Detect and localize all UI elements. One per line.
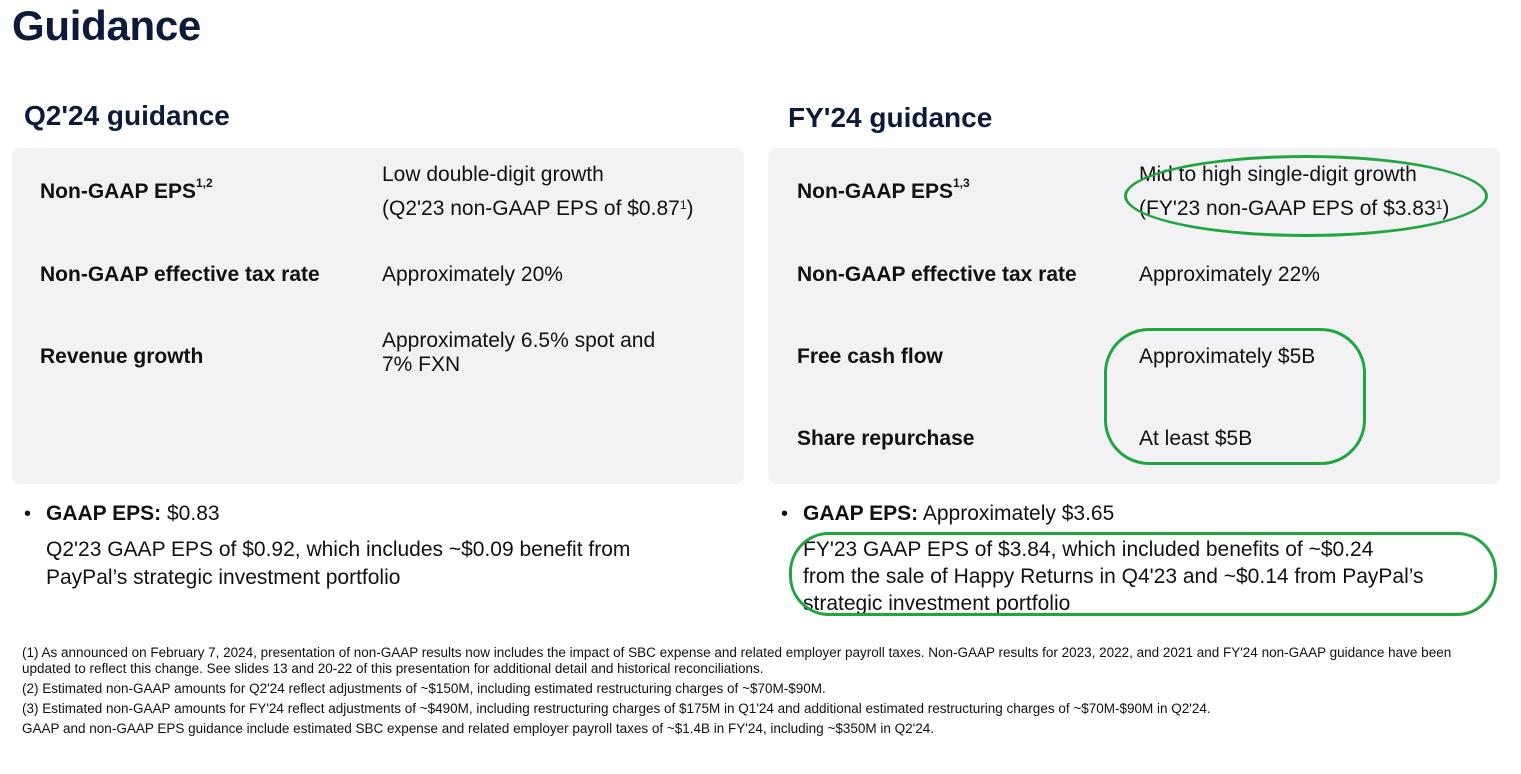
fy-eps-label: Non-GAAP EPS1,3 xyxy=(797,176,970,203)
fy-eps-value-line2: (FY'23 non-GAAP EPS of $3.831) xyxy=(1139,197,1450,220)
footnotes: (1) As announced on February 7, 2024, pr… xyxy=(22,645,1472,741)
page-title: Guidance xyxy=(12,2,201,49)
q2-tax-rate-value: Approximately 20% xyxy=(382,263,563,286)
footnote-1: (1) As announced on February 7, 2024, pr… xyxy=(22,645,1452,676)
q2-revenue-growth-value: Approximately 6.5% spot and 7% FXN xyxy=(382,329,656,376)
footnote-3: (3) Estimated non-GAAP amounts for FY'24… xyxy=(22,701,1211,716)
q2-eps-value-line2: (Q2'23 non-GAAP EPS of $0.871) xyxy=(382,197,694,220)
fy-tax-rate-label: Non-GAAP effective tax rate xyxy=(797,263,1077,286)
q2-gaap-note: Q2'23 GAAP EPS of $0.92, which includes … xyxy=(46,538,631,589)
q2-eps-label-sup: 1,2 xyxy=(195,176,213,190)
fy-gaap-eps: • GAAP EPS: Approximately $3.65 xyxy=(781,500,1114,528)
q2-revenue-growth-label: Revenue growth xyxy=(40,345,204,368)
bullet-icon: • xyxy=(781,503,789,525)
q2-eps-value-line1: Low double-digit growth xyxy=(382,163,604,186)
fy-eps-value: Mid to high single-digit growth (FY'23 n… xyxy=(1139,158,1449,226)
q2-eps-label: Non-GAAP EPS1,2 xyxy=(40,176,213,203)
fy-share-repurchase-label: Share repurchase xyxy=(797,427,975,450)
q2-tax-rate-label: Non-GAAP effective tax rate xyxy=(40,263,320,286)
fy-eps-label-sup: 1,3 xyxy=(952,176,970,190)
q2-guidance-panel: Non-GAAP EPS1,2 Low double-digit growth … xyxy=(12,148,744,484)
footnote-4: GAAP and non-GAAP EPS guidance include e… xyxy=(22,721,934,736)
footnote-2: (2) Estimated non-GAAP amounts for Q2'24… xyxy=(22,681,826,696)
fy-free-cash-flow-label: Free cash flow xyxy=(797,345,943,368)
fy-tax-rate-value: Approximately 22% xyxy=(1139,263,1320,286)
q2-eps-value: Low double-digit growth (Q2'23 non-GAAP … xyxy=(382,158,694,226)
q2-gaap-eps: • GAAP EPS: $0.83 xyxy=(24,500,220,528)
fy-share-repurchase-value: At least $5B xyxy=(1139,427,1253,450)
fy-guidance-panel: Non-GAAP EPS1,3 Mid to high single-digit… xyxy=(768,148,1500,484)
fy-free-cash-flow-value: Approximately $5B xyxy=(1139,345,1316,368)
fy-guidance-heading: FY'24 guidance xyxy=(788,102,993,133)
q2-guidance-heading: Q2'24 guidance xyxy=(24,100,230,131)
bullet-icon: • xyxy=(24,503,32,525)
fy-eps-value-line1: Mid to high single-digit growth xyxy=(1139,163,1417,186)
fy-gaap-note: FY'23 GAAP EPS of $3.84, which included … xyxy=(803,538,1424,615)
